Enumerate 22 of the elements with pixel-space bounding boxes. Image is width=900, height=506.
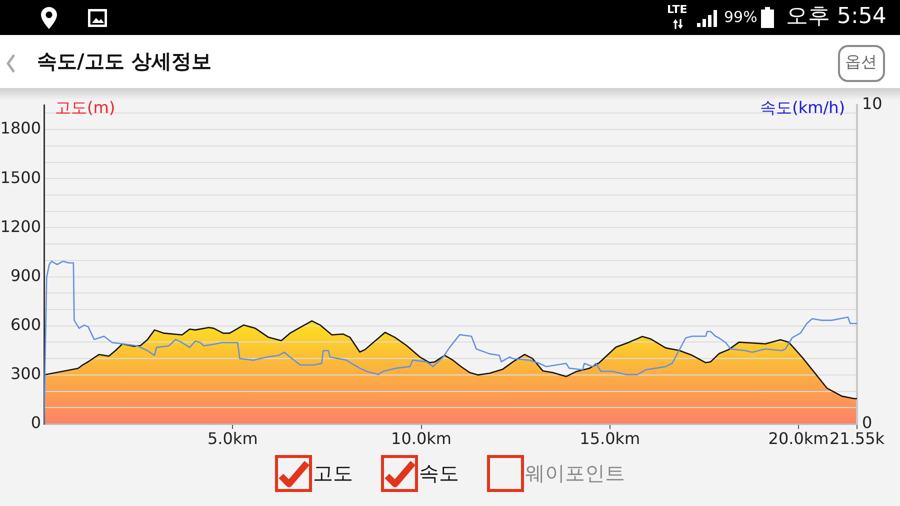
y2-tick-label: 10 [862, 94, 882, 114]
x-tick-label: 20.0km [768, 428, 829, 448]
y-tick-label: 0 [30, 413, 41, 432]
text: 옵션 [845, 52, 877, 71]
y2-axis-title: 속도(km/h) [760, 98, 845, 118]
y-tick-label: 1800 [0, 118, 41, 138]
text: 고도 [313, 461, 353, 485]
y-tick-label: 1500 [0, 168, 41, 187]
text: 99% [724, 8, 758, 26]
x-tick-label: 5.0km [207, 428, 258, 448]
y-tick-label: 1200 [0, 216, 41, 236]
y-tick-label: 600 [10, 315, 41, 334]
x-tick-label: 15.0km [580, 428, 640, 448]
y-tick-label: 300 [10, 364, 41, 384]
text: LTE [667, 3, 688, 16]
chart-title: 속도/고도 상세정보 [37, 48, 212, 75]
y-tick-label: 900 [10, 266, 41, 285]
text: 웨이포인트 [525, 461, 625, 485]
text: 속도 [419, 461, 459, 485]
y-axis-title: 고도(m) [55, 98, 116, 118]
text: 오후 5:54 [786, 4, 886, 30]
x-tick-label: 10.0km [391, 428, 452, 448]
